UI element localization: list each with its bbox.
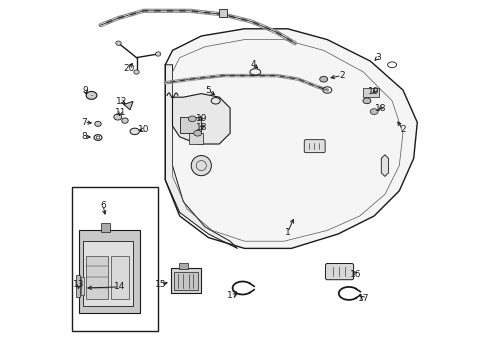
Polygon shape — [123, 102, 133, 110]
Bar — [82, 241, 133, 306]
Ellipse shape — [116, 41, 121, 45]
Bar — [86, 256, 107, 299]
Text: 2: 2 — [399, 125, 405, 134]
Text: 12: 12 — [116, 97, 127, 106]
Ellipse shape — [134, 70, 139, 74]
Bar — [179, 263, 187, 269]
Circle shape — [191, 156, 211, 176]
Bar — [79, 230, 140, 313]
Text: 7: 7 — [81, 118, 87, 127]
Text: 20: 20 — [122, 64, 134, 73]
Text: 8: 8 — [81, 132, 87, 141]
Text: 1: 1 — [284, 228, 290, 237]
Bar — [188, 133, 203, 144]
Polygon shape — [381, 155, 387, 176]
Bar — [101, 223, 109, 232]
Ellipse shape — [193, 130, 201, 136]
Ellipse shape — [130, 128, 139, 135]
Ellipse shape — [369, 109, 377, 114]
Ellipse shape — [114, 114, 122, 120]
Text: 19: 19 — [367, 87, 379, 96]
Bar — [179, 117, 201, 133]
FancyBboxPatch shape — [325, 264, 353, 280]
Text: 18: 18 — [374, 104, 386, 113]
Polygon shape — [172, 94, 230, 144]
Text: 17: 17 — [227, 292, 238, 300]
Ellipse shape — [95, 121, 101, 126]
Polygon shape — [165, 29, 416, 248]
Ellipse shape — [319, 76, 327, 82]
Ellipse shape — [188, 116, 196, 122]
Text: 10: 10 — [138, 125, 149, 134]
Text: 6: 6 — [100, 201, 106, 210]
Text: 19: 19 — [195, 114, 206, 123]
Ellipse shape — [155, 52, 161, 56]
Bar — [219, 9, 226, 17]
Text: 4: 4 — [250, 60, 256, 69]
Bar — [81, 277, 84, 295]
Ellipse shape — [362, 98, 370, 104]
Ellipse shape — [122, 118, 128, 123]
Text: 17: 17 — [358, 294, 369, 303]
Text: 3: 3 — [374, 53, 380, 62]
Text: 16: 16 — [349, 270, 361, 279]
Text: 13: 13 — [73, 280, 84, 289]
Text: 9: 9 — [82, 86, 88, 95]
Text: 11: 11 — [114, 108, 126, 117]
Text: 2: 2 — [338, 71, 344, 80]
Bar — [174, 272, 197, 290]
Polygon shape — [165, 65, 237, 248]
Ellipse shape — [86, 91, 97, 99]
Bar — [72, 187, 158, 331]
FancyBboxPatch shape — [304, 140, 325, 153]
Bar — [76, 275, 80, 297]
Text: 15: 15 — [155, 280, 166, 289]
Text: 5: 5 — [205, 86, 211, 95]
Text: 18: 18 — [195, 123, 206, 132]
Bar — [363, 88, 379, 97]
Bar — [170, 268, 201, 293]
Text: 14: 14 — [113, 282, 124, 292]
Bar — [111, 256, 129, 299]
